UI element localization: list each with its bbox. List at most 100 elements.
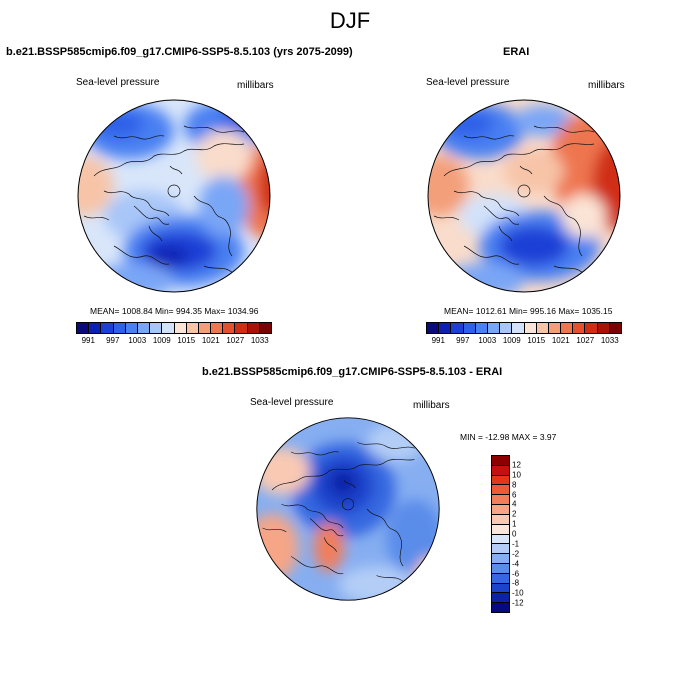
left-variable-label: Sea-level pressure: [76, 77, 160, 88]
colorbar-tick-label: 991: [81, 336, 95, 345]
colorbar-tick-label: 6: [512, 490, 517, 499]
colorbar-tick-label: -10: [512, 588, 524, 598]
left-colorbar: 991 997 1003 1009 1015 1021 1027 1033: [76, 322, 272, 348]
colorbar-tick-label: -8: [512, 578, 520, 588]
colorbar-tick-label: 1015: [177, 336, 196, 345]
diff-units-label: millibars: [413, 400, 450, 411]
colorbar-swatch: [492, 485, 509, 496]
left-panel-title: b.e21.BSSP585cmip6.f09_g17.CMIP6-SSP5-8.…: [6, 46, 353, 58]
colorbar-swatch: [487, 323, 501, 333]
colorbar-tick-label: -6: [512, 569, 520, 578]
colorbar-swatch: [492, 554, 509, 564]
colorbar-swatch: [89, 323, 102, 333]
colorbar-swatch: [451, 323, 464, 333]
colorbar-swatch: [492, 544, 509, 555]
colorbar-swatch: [77, 323, 90, 333]
colorbar-swatch: [492, 583, 509, 594]
colorbar-swatch: [492, 573, 509, 584]
colorbar-tick-label: 1009: [152, 336, 171, 345]
colorbar-tick-label: 1021: [201, 336, 220, 345]
colorbar-swatch: [198, 323, 212, 333]
colorbar-swatch: [573, 323, 586, 333]
colorbar-swatch: [439, 323, 452, 333]
colorbar-tick-label: 991: [431, 336, 445, 345]
colorbar-tick-label: 1027: [226, 336, 245, 345]
colorbar-tick-label: -1: [512, 539, 520, 549]
left-colorbar-swatches: [76, 322, 272, 334]
left-polar-map: [77, 99, 271, 293]
colorbar-tick-label: 1033: [600, 336, 619, 345]
colorbar-tick-label: 1009: [502, 336, 521, 345]
colorbar-swatch: [186, 323, 199, 333]
colorbar-tick-label: 8: [512, 480, 517, 490]
colorbar-tick-label: 1027: [576, 336, 595, 345]
colorbar-swatch: [548, 323, 562, 333]
colorbar-swatch: [113, 323, 126, 333]
right-variable-label: Sea-level pressure: [426, 77, 510, 88]
right-units-label: millibars: [588, 80, 625, 91]
colorbar-swatch: [536, 323, 549, 333]
colorbar-swatch: [524, 323, 537, 333]
right-panel-title: ERAI: [503, 46, 530, 58]
colorbar-tick-label: 1003: [128, 336, 147, 345]
left-colorbar-ticks: 991 997 1003 1009 1015 1021 1027 1033: [76, 334, 272, 348]
colorbar-tick-label: -2: [512, 549, 520, 559]
diff-stats: MIN = -12.98 MAX = 3.97: [460, 432, 557, 442]
colorbar-tick-label: 10: [512, 470, 521, 480]
right-polar-map: [427, 99, 621, 293]
colorbar-swatch: [492, 563, 509, 574]
colorbar-swatch: [174, 323, 187, 333]
diff-polar-map: [256, 417, 440, 601]
colorbar-tick-label: 1: [512, 519, 517, 529]
colorbar-swatch: [609, 323, 621, 333]
left-units-label: millibars: [237, 80, 274, 91]
diff-colorbar: [491, 455, 510, 613]
colorbar-tick-label: 997: [106, 336, 120, 345]
colorbar-tick-label: 0: [512, 529, 517, 539]
colorbar-swatch: [492, 524, 509, 535]
colorbar-swatch: [101, 323, 114, 333]
right-stats: MEAN= 1012.61 Min= 995.16 Max= 1035.15: [444, 306, 613, 316]
colorbar-swatch: [463, 323, 476, 333]
colorbar-tick-label: 2: [512, 509, 517, 519]
colorbar-swatch: [223, 323, 236, 333]
colorbar-swatch: [492, 495, 509, 506]
colorbar-swatch: [247, 323, 260, 333]
diff-variable-label: Sea-level pressure: [250, 397, 334, 408]
colorbar-swatch: [492, 475, 509, 486]
colorbar-swatch: [492, 465, 509, 476]
right-colorbar: 991 997 1003 1009 1015 1021 1027 1033: [426, 322, 622, 348]
colorbar-swatch: [492, 514, 509, 525]
colorbar-swatch: [162, 323, 175, 333]
colorbar-swatch: [561, 323, 574, 333]
left-stats: MEAN= 1008.84 Min= 994.35 Max= 1034.96: [90, 306, 259, 316]
colorbar-swatch: [492, 593, 509, 604]
colorbar-swatch: [259, 323, 271, 333]
colorbar-tick-label: 997: [456, 336, 470, 345]
colorbar-tick-label: 4: [512, 499, 517, 509]
colorbar-tick-label: -4: [512, 559, 520, 569]
diff-panel-title: b.e21.BSSP585cmip6.f09_g17.CMIP6-SSP5-8.…: [202, 366, 503, 378]
colorbar-swatch: [235, 323, 248, 333]
colorbar-swatch: [585, 323, 598, 333]
page-title: DJF: [329, 8, 371, 33]
colorbar-swatch: [125, 323, 138, 333]
colorbar-swatch: [512, 323, 525, 333]
colorbar-tick-label: -12: [512, 598, 524, 608]
colorbar-tick-label: 12: [512, 460, 521, 470]
right-colorbar-swatches: [426, 322, 622, 334]
colorbar-swatch: [475, 323, 488, 333]
colorbar-swatch: [137, 323, 151, 333]
colorbar-swatch: [500, 323, 513, 333]
colorbar-swatch: [150, 323, 163, 333]
colorbar-swatch: [492, 456, 509, 466]
colorbar-tick-label: 1003: [478, 336, 497, 345]
colorbar-tick-label: 1033: [250, 336, 269, 345]
colorbar-swatch: [492, 505, 509, 515]
colorbar-tick-label: 1021: [551, 336, 570, 345]
colorbar-swatch: [597, 323, 610, 333]
colorbar-swatch: [211, 323, 224, 333]
colorbar-swatch: [492, 534, 509, 545]
colorbar-swatch: [492, 603, 509, 612]
colorbar-swatch: [427, 323, 440, 333]
